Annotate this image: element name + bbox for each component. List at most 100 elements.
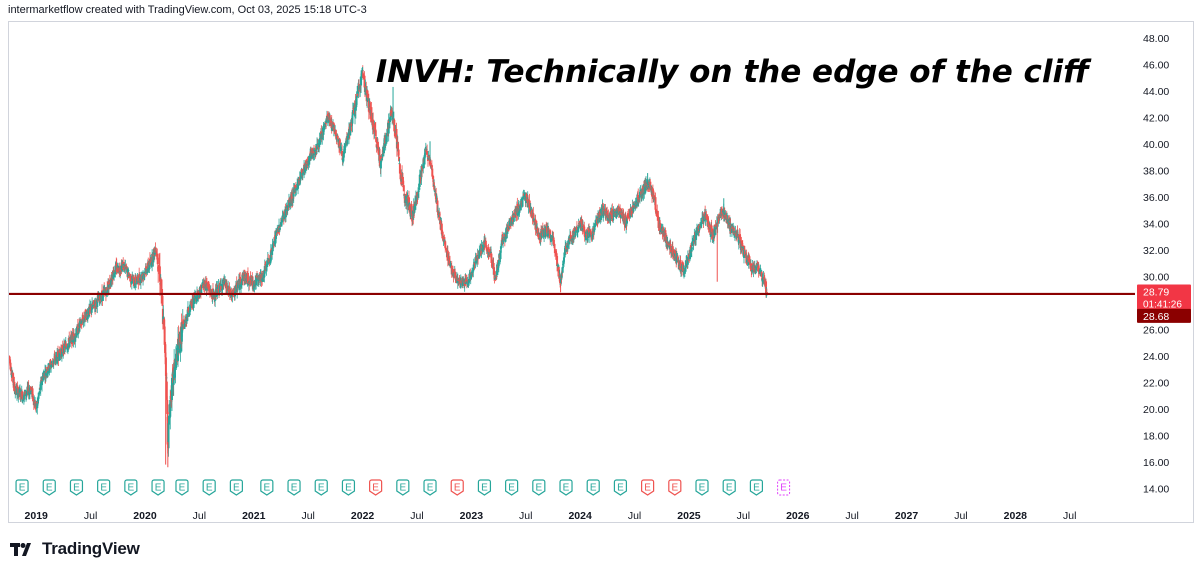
earnings-marker[interactable]: E (97, 479, 111, 496)
candle-down (329, 118, 332, 121)
earnings-badge-beat (586, 479, 600, 496)
candle-down (85, 317, 88, 320)
candle-up (462, 280, 465, 282)
candle-up (222, 278, 225, 281)
candle-down (134, 276, 137, 284)
candle-down (117, 270, 120, 272)
candle-down (108, 280, 111, 285)
candle-down (569, 236, 572, 241)
earnings-marker[interactable]: E (341, 479, 356, 496)
candle-down (294, 185, 297, 188)
earnings-marker[interactable]: E (202, 479, 216, 496)
earnings-marker[interactable]: E (15, 479, 29, 496)
earnings-marker[interactable]: E (505, 479, 519, 496)
candle-down (536, 228, 539, 236)
candle-down (471, 273, 474, 275)
candle-down (657, 216, 660, 228)
candle-up (181, 321, 184, 328)
earnings-marker[interactable]: E (69, 479, 84, 496)
candle-down (760, 271, 763, 277)
earnings-marker[interactable]: E (124, 479, 138, 496)
candle-down (328, 116, 331, 120)
earnings-marker[interactable]: E (586, 479, 600, 496)
candle-down (426, 156, 429, 158)
candle-down (662, 227, 665, 232)
candle-down (393, 119, 396, 132)
candle-up (559, 276, 562, 284)
candle-up (284, 209, 287, 218)
candle-up (700, 221, 703, 224)
candle-up (425, 149, 428, 151)
candle-down (165, 381, 168, 400)
earnings-marker[interactable]: E (722, 479, 736, 496)
chart-frame[interactable]: E E E E E E E E E E E E E E E E E E E E E E E E E E E E E 48.00 46.00… (8, 21, 1194, 523)
price-tick-label: 22.00 (1143, 377, 1169, 389)
time-tick-label: 2021 (242, 510, 266, 522)
earnings-marker[interactable]: E (749, 479, 764, 496)
time-tick-label: 2024 (568, 510, 592, 522)
earnings-marker[interactable]: E (777, 479, 791, 496)
earnings-marker[interactable]: E (260, 479, 274, 496)
candle-up (562, 263, 565, 266)
candle-down (495, 276, 498, 278)
earnings-marker[interactable]: E (175, 479, 189, 496)
candle-up (695, 230, 698, 240)
earnings-marker[interactable]: E (477, 479, 492, 496)
candle-up (168, 415, 171, 419)
candle-down (436, 200, 439, 213)
earnings-badge-beat (613, 479, 628, 496)
candle-down (72, 333, 75, 337)
earnings-marker[interactable]: E (641, 479, 655, 496)
candle-down (507, 229, 510, 231)
candle-up (346, 139, 349, 145)
time-tick-label: 2023 (460, 510, 484, 522)
candle-down (9, 359, 12, 364)
candle-down (552, 237, 555, 245)
candle-down (568, 238, 571, 240)
candle-up (125, 267, 128, 269)
candle-down (396, 144, 399, 151)
earnings-marker[interactable]: E (613, 479, 628, 496)
candle-down (359, 85, 362, 87)
earnings-marker[interactable]: E (151, 479, 165, 496)
candle-up (82, 318, 85, 323)
candle-down (390, 110, 393, 115)
earnings-marker[interactable]: E (287, 479, 301, 496)
earnings-marker[interactable]: E (423, 479, 437, 496)
earnings-marker[interactable]: E (229, 479, 243, 496)
candle-up (433, 184, 436, 187)
candle-up (733, 231, 736, 233)
earnings-marker[interactable]: E (532, 479, 546, 496)
candle-up (584, 232, 587, 241)
candle-down (368, 111, 371, 113)
candle-up (292, 188, 295, 197)
candle-down (583, 226, 586, 234)
earnings-marker[interactable]: E (695, 479, 709, 496)
price-chart[interactable]: E E E E E E E E E E E E E E E E E E E E E E E E E E E E E 48.00 46.00… (9, 22, 1195, 524)
candle-up (312, 154, 315, 157)
candle-down (366, 90, 369, 98)
earnings-marker[interactable]: E (396, 479, 410, 496)
earnings-marker[interactable]: E (450, 479, 464, 496)
earnings-letter: E (318, 483, 325, 494)
candle-down (705, 217, 708, 221)
candle-down (589, 230, 592, 232)
candle-up (669, 244, 672, 250)
earnings-marker[interactable]: E (668, 479, 682, 496)
support-price-label: 28.68 (1137, 308, 1191, 323)
candle-down (531, 209, 534, 216)
earnings-marker[interactable]: E (559, 479, 573, 496)
candle-up (247, 283, 250, 286)
earnings-marker[interactable]: E (42, 479, 56, 496)
earnings-marker[interactable]: E (369, 479, 383, 496)
candle-down (489, 249, 492, 253)
candle-down (363, 75, 366, 88)
candle-up (86, 312, 89, 320)
candle-up (380, 159, 383, 161)
earnings-badge-beat (423, 479, 437, 496)
earnings-marker[interactable]: E (314, 479, 328, 496)
tradingview-branding[interactable]: TradingView (10, 539, 140, 559)
candle-up (712, 239, 715, 242)
candle-up (574, 232, 577, 236)
candle-down (411, 219, 414, 221)
